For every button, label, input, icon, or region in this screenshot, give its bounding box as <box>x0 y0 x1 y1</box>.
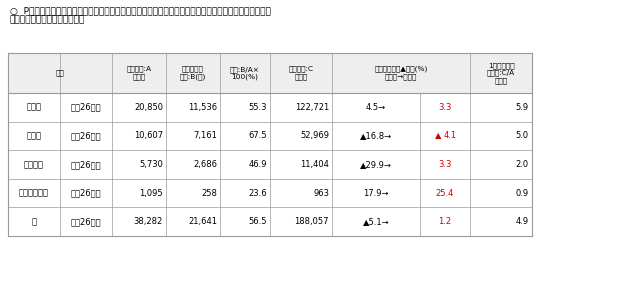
Text: 認知件数:C
（件）: 認知件数:C （件） <box>289 66 314 80</box>
Text: ○  P８　（参考６）平成１８年度から平成２６年度までのいじめの認知学校数・認知件数（国公私立）発: ○ P８ （参考６）平成１８年度から平成２６年度までのいじめの認知学校数・認知件… <box>10 6 271 15</box>
Text: ▲16.8→: ▲16.8→ <box>360 131 392 140</box>
Text: 188,057: 188,057 <box>294 217 329 226</box>
Text: 3.3: 3.3 <box>438 103 452 112</box>
Text: 平成26年度: 平成26年度 <box>70 188 101 198</box>
Text: ▲29.9→: ▲29.9→ <box>360 160 392 169</box>
Text: 高等学校: 高等学校 <box>24 160 44 169</box>
Text: 0.9: 0.9 <box>516 188 529 198</box>
Text: 1.2: 1.2 <box>438 217 452 226</box>
Text: ▲: ▲ <box>435 131 441 140</box>
Text: 10,607: 10,607 <box>134 131 163 140</box>
Text: 55.3: 55.3 <box>248 103 267 112</box>
Text: 特別支援学校: 特別支援学校 <box>19 188 49 198</box>
Text: 46.9: 46.9 <box>248 160 267 169</box>
Text: 4.9: 4.9 <box>516 217 529 226</box>
Text: 中学校: 中学校 <box>26 131 42 140</box>
Text: 4.1: 4.1 <box>444 131 456 140</box>
Text: 3.3: 3.3 <box>438 160 452 169</box>
Text: 発生件数の増▲減率(%)
（誤）→（正）: 発生件数の増▲減率(%) （誤）→（正） <box>374 66 428 80</box>
Text: 963: 963 <box>313 188 329 198</box>
Text: 2.0: 2.0 <box>516 160 529 169</box>
Text: 5,730: 5,730 <box>139 160 163 169</box>
Text: 比率:B/A×
100(%): 比率:B/A× 100(%) <box>230 66 260 80</box>
Text: 56.5: 56.5 <box>248 217 267 226</box>
Text: 2,686: 2,686 <box>193 160 217 169</box>
Bar <box>8 93 532 236</box>
Text: 平成26年度: 平成26年度 <box>70 160 101 169</box>
Text: 25.4: 25.4 <box>436 188 454 198</box>
Text: 学校総数:A
（校）: 学校総数:A （校） <box>127 66 152 80</box>
Text: 計: 計 <box>31 217 36 226</box>
Text: 5.9: 5.9 <box>516 103 529 112</box>
Text: 生件数の増減率（％）: 生件数の増減率（％） <box>10 15 85 24</box>
Text: 7,161: 7,161 <box>193 131 217 140</box>
Text: 67.5: 67.5 <box>248 131 267 140</box>
Text: 122,721: 122,721 <box>295 103 329 112</box>
Text: 20,850: 20,850 <box>134 103 163 112</box>
Text: 平成26年度: 平成26年度 <box>70 217 101 226</box>
Text: 認知した学
校数:B(校): 認知した学 校数:B(校) <box>180 66 206 80</box>
Text: ▲5.1→: ▲5.1→ <box>363 217 389 226</box>
Text: 5.0: 5.0 <box>516 131 529 140</box>
Text: 11,404: 11,404 <box>300 160 329 169</box>
Text: 区分: 区分 <box>56 70 65 76</box>
Text: 平成26年度: 平成26年度 <box>70 103 101 112</box>
Text: 11,536: 11,536 <box>188 103 217 112</box>
Text: 52,969: 52,969 <box>300 131 329 140</box>
Text: 1校当たり発
生件数:C/A
（件）: 1校当たり発 生件数:C/A （件） <box>487 62 515 84</box>
Text: 21,641: 21,641 <box>188 217 217 226</box>
Bar <box>8 53 532 93</box>
Text: 38,282: 38,282 <box>134 217 163 226</box>
Text: 平成26年度: 平成26年度 <box>70 131 101 140</box>
Text: 23.6: 23.6 <box>248 188 267 198</box>
Text: 小学校: 小学校 <box>26 103 42 112</box>
Text: 258: 258 <box>201 188 217 198</box>
Text: 17.9→: 17.9→ <box>364 188 388 198</box>
Text: 4.5→: 4.5→ <box>366 103 386 112</box>
Text: 1,095: 1,095 <box>140 188 163 198</box>
